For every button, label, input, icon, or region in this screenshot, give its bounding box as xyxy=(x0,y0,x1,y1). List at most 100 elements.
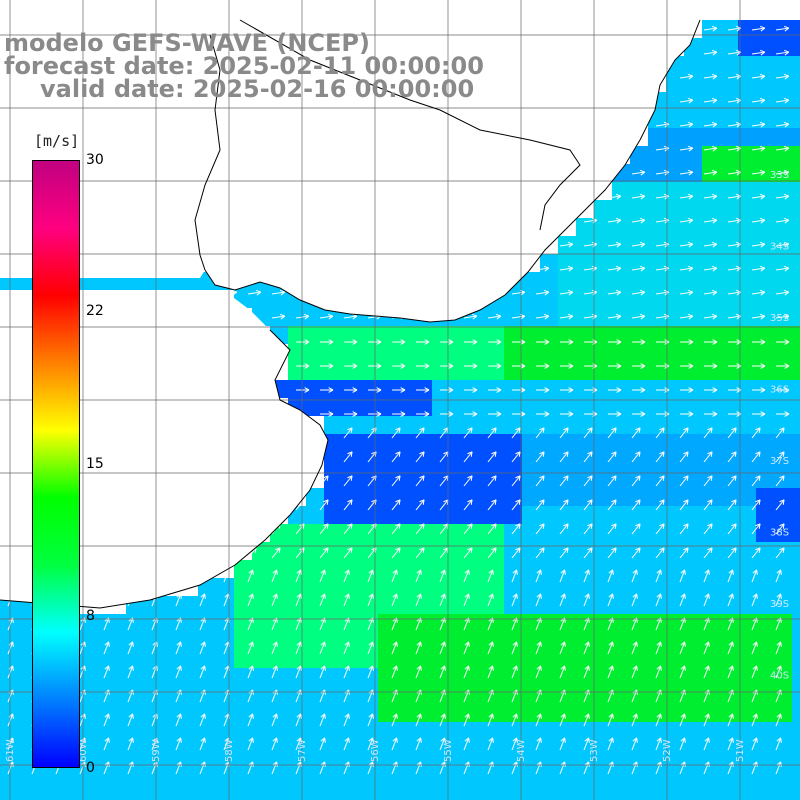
wind-cell xyxy=(792,560,800,578)
wind-arrow xyxy=(631,665,638,679)
wind-cell xyxy=(324,506,342,524)
wind-arrow xyxy=(391,475,401,487)
wind-cell xyxy=(774,362,792,380)
wind-cell xyxy=(648,488,666,506)
wind-arrow xyxy=(199,289,214,296)
wind-cell xyxy=(450,758,468,776)
wind-cell xyxy=(774,326,792,344)
lon-label: 54W xyxy=(516,739,527,762)
wind-arrow xyxy=(535,475,545,487)
wind-cell xyxy=(324,542,342,560)
wind-cell xyxy=(774,776,792,794)
wind-cell xyxy=(756,794,774,800)
wind-cell xyxy=(594,686,612,704)
wind-arrow xyxy=(751,451,761,463)
wind-cell xyxy=(792,110,800,128)
wind-cell xyxy=(432,632,450,650)
wind-cell xyxy=(450,668,468,686)
wind-cell xyxy=(594,434,612,452)
wind-arrow xyxy=(391,737,398,751)
wind-cell xyxy=(126,614,144,632)
wind-cell xyxy=(504,434,522,452)
wind-cell xyxy=(612,506,630,524)
wind-arrow xyxy=(752,411,766,417)
wind-arrow xyxy=(775,451,785,463)
wind-cell xyxy=(648,164,666,182)
wind-cell xyxy=(558,488,576,506)
wind-cell xyxy=(720,650,738,668)
wind-cell xyxy=(720,704,738,722)
wind-cell xyxy=(252,668,270,686)
wind-cell xyxy=(630,578,648,596)
wind-arrow xyxy=(343,451,353,463)
wind-cell xyxy=(342,398,360,416)
wind-cell xyxy=(702,290,720,308)
wind-arrow xyxy=(367,761,374,775)
wind-cell xyxy=(648,416,666,434)
wind-cell xyxy=(486,524,504,542)
wind-cell xyxy=(216,794,234,800)
wind-cell xyxy=(720,92,738,110)
wind-cell xyxy=(450,524,468,542)
wind-arrow xyxy=(583,427,593,439)
wind-cell xyxy=(378,560,396,578)
wind-arrow xyxy=(775,737,782,751)
wind-cell xyxy=(630,704,648,722)
wind-cell xyxy=(180,776,198,794)
wind-cell xyxy=(252,704,270,722)
wind-cell xyxy=(684,668,702,686)
wind-cell xyxy=(252,794,270,800)
wind-cell xyxy=(396,326,414,344)
wind-arrow xyxy=(751,547,761,559)
wind-cell xyxy=(594,560,612,578)
wind-arrow xyxy=(727,593,734,607)
wind-arrow xyxy=(343,737,350,751)
wind-cell xyxy=(666,326,684,344)
wind-arrow xyxy=(583,665,590,679)
wind-arrow xyxy=(127,737,134,751)
wind-cell xyxy=(738,344,756,362)
wind-cell xyxy=(396,434,414,452)
wind-arrow xyxy=(247,641,254,655)
wind-cell xyxy=(108,776,126,794)
wind-cell xyxy=(720,560,738,578)
wind-arrow xyxy=(319,737,326,751)
wind-arrow xyxy=(607,547,617,559)
wind-cell xyxy=(414,452,432,470)
wind-cell xyxy=(612,452,630,470)
wind-cell xyxy=(180,704,198,722)
wind-cell xyxy=(666,758,684,776)
wind-cell xyxy=(648,632,666,650)
wind-cell xyxy=(288,362,306,380)
wind-cell xyxy=(738,722,756,740)
wind-arrow xyxy=(439,713,446,727)
wind-cell xyxy=(756,506,774,524)
wind-cell xyxy=(54,776,72,794)
wind-arrow xyxy=(368,387,382,393)
wind-cell xyxy=(288,704,306,722)
wind-cell xyxy=(90,704,108,722)
wind-cell xyxy=(90,686,108,704)
wind-cell xyxy=(648,686,666,704)
wind-cell xyxy=(504,740,522,758)
wind-cell xyxy=(378,740,396,758)
wind-cell xyxy=(684,182,702,200)
wind-cell xyxy=(612,398,630,416)
wind-cell xyxy=(234,650,252,668)
wind-cell xyxy=(90,650,108,668)
wind-arrow xyxy=(103,641,110,655)
wind-cell xyxy=(378,416,396,434)
wind-cell xyxy=(450,416,468,434)
wind-cell xyxy=(0,650,18,668)
wind-cell xyxy=(648,506,666,524)
wind-cell xyxy=(648,704,666,722)
wind-arrow xyxy=(367,593,374,607)
wind-arrow xyxy=(319,313,334,320)
wind-cell xyxy=(342,560,360,578)
wind-cell xyxy=(756,218,774,236)
wind-cell xyxy=(126,722,144,740)
wind-cell xyxy=(324,398,342,416)
wind-cell xyxy=(720,38,738,56)
wind-arrow xyxy=(727,761,734,775)
